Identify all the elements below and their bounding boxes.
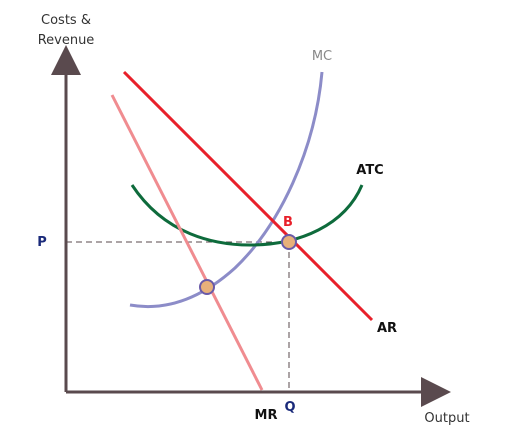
curve-label: MR	[255, 408, 278, 423]
mr-curve	[110, 94, 264, 391]
curve-label: AR	[377, 321, 397, 336]
y-axis-label: Costs &	[41, 13, 91, 28]
x-axis-label: Output	[424, 411, 469, 426]
quantity-label: Q	[284, 400, 295, 415]
curve-label: ATC	[356, 163, 383, 178]
equilibrium-point	[281, 234, 297, 250]
point-label: B	[283, 215, 293, 230]
price-label: P	[37, 235, 47, 250]
mr-mc-point	[199, 279, 215, 295]
mc-curve	[129, 71, 324, 309]
atc-curve	[130, 184, 364, 247]
y-axis-label: Revenue	[38, 33, 95, 48]
ar-curve	[122, 70, 374, 322]
curve-label: MC	[312, 49, 332, 64]
